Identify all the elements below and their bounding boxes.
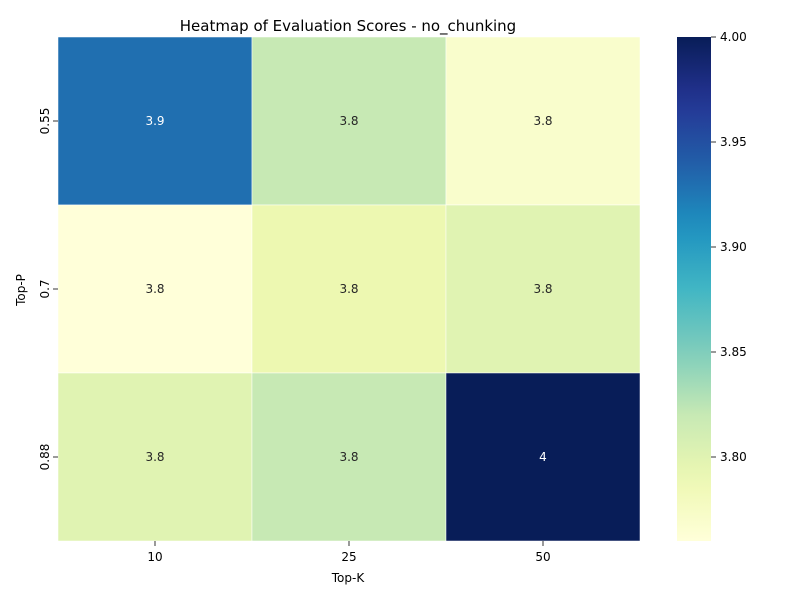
heatmap-cells: 3.9 3.8 3.8 3.8 3.8 3.8 3.8 3.8 4 [57, 36, 641, 542]
x-tick-label: 10 [147, 550, 162, 564]
heatmap-cell [57, 204, 253, 374]
chart-title: Heatmap of Evaluation Scores - no_chunki… [180, 17, 516, 36]
colorbar-tick-label: 3.85 [720, 345, 747, 359]
cell-value-label: 3.8 [145, 282, 164, 296]
x-tick-label: 50 [535, 550, 550, 564]
x-axis-label: Top-K [331, 571, 366, 585]
y-tick-label: 0.7 [38, 279, 52, 298]
heatmap-cell [445, 204, 641, 374]
colorbar-ticks: 3.80 3.85 3.90 3.95 4.00 [711, 30, 747, 464]
heatmap-cell [251, 36, 447, 206]
heatmap-cell [57, 36, 253, 206]
colorbar [677, 37, 711, 541]
cell-value-label: 3.8 [533, 282, 552, 296]
y-tick-label: 0.55 [38, 108, 52, 135]
cell-value-label: 3.8 [339, 114, 358, 128]
colorbar-tick-label: 3.95 [720, 135, 747, 149]
cell-value-label: 3.8 [533, 114, 552, 128]
colorbar-tick-label: 3.90 [720, 240, 747, 254]
cell-value-label: 3.8 [145, 450, 164, 464]
colorbar-tick-label: 3.80 [720, 450, 747, 464]
y-axis: 0.55 0.7 0.88 [38, 108, 58, 471]
heatmap-cell [445, 36, 641, 206]
cell-value-label: 3.8 [339, 282, 358, 296]
y-tick-label: 0.88 [38, 444, 52, 471]
x-tick-label: 25 [341, 550, 356, 564]
cell-value-label: 3.8 [339, 450, 358, 464]
x-axis: 10 25 50 [147, 541, 551, 564]
heatmap-cell [251, 372, 447, 542]
heatmap-cell [57, 372, 253, 542]
cell-value-label: 3.9 [145, 114, 164, 128]
cell-value-label: 4 [539, 450, 547, 464]
heatmap-cell [251, 204, 447, 374]
y-axis-label: Top-P [14, 274, 28, 307]
colorbar-tick-label: 4.00 [720, 30, 747, 44]
